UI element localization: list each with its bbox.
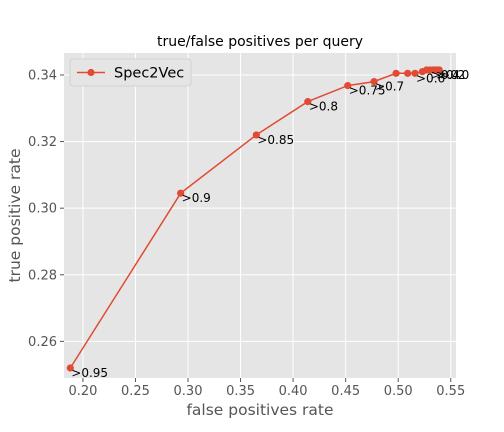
data-label: >0.6 bbox=[416, 71, 445, 85]
x-tick-label: 0.55 bbox=[436, 384, 465, 399]
x-tick-label: 0.20 bbox=[68, 384, 97, 399]
data-point bbox=[252, 131, 260, 139]
x-tick-label: 0.30 bbox=[174, 384, 203, 399]
x-axis-label: false positives rate bbox=[186, 401, 333, 419]
data-label: >0.0 bbox=[440, 68, 469, 82]
series-layer bbox=[66, 66, 443, 372]
data-point bbox=[66, 364, 74, 372]
chart-title: true/false positives per query bbox=[157, 34, 363, 50]
data-label: >0.8 bbox=[309, 100, 338, 114]
y-tick-label: 0.32 bbox=[28, 135, 57, 150]
data-label: >0.95 bbox=[71, 366, 108, 380]
data-point bbox=[177, 189, 185, 197]
y-axis-label: true positive rate bbox=[6, 149, 24, 283]
legend-entry-spec2vec: Spec2Vec bbox=[114, 66, 184, 82]
x-tick-label: 0.25 bbox=[121, 384, 150, 399]
axis-ticks: 0.20 0.25 0.30 0.35 0.40 0.45 0.50 0.55 0.26 0.28… bbox=[28, 68, 465, 399]
data-point bbox=[392, 69, 400, 77]
x-tick-label: 0.40 bbox=[279, 384, 308, 399]
data-point bbox=[304, 98, 312, 106]
data-labels: >0.95 >0.9 >0.85 >0.8 >0.75>0.7 >0.6>0.4>0.2>… bbox=[71, 68, 469, 380]
data-label: >0.4 bbox=[431, 68, 460, 82]
y-tick-label: 0.26 bbox=[28, 335, 57, 350]
data-point bbox=[435, 66, 443, 74]
x-tick-label: 0.35 bbox=[226, 384, 255, 399]
legend: Spec2Vec bbox=[69, 58, 192, 87]
data-label: >0.75 bbox=[349, 84, 386, 98]
data-label: >0.9 bbox=[182, 191, 211, 205]
y-tick-label: 0.28 bbox=[28, 268, 57, 283]
data-label: >0.2 bbox=[436, 68, 465, 82]
y-tick-label: 0.30 bbox=[28, 202, 57, 217]
y-tick-label: 0.34 bbox=[28, 68, 57, 83]
data-point bbox=[370, 78, 378, 86]
x-tick-label: 0.50 bbox=[384, 384, 413, 399]
data-label: >0.7 bbox=[375, 80, 404, 94]
data-label: >0.85 bbox=[257, 133, 294, 147]
legend-box bbox=[69, 58, 192, 87]
legend-marker-swatch bbox=[87, 68, 95, 77]
x-tick-label: 0.45 bbox=[331, 384, 360, 399]
plot-area bbox=[64, 53, 456, 378]
data-point bbox=[411, 69, 419, 77]
data-point bbox=[344, 82, 352, 90]
data-point bbox=[404, 69, 412, 77]
